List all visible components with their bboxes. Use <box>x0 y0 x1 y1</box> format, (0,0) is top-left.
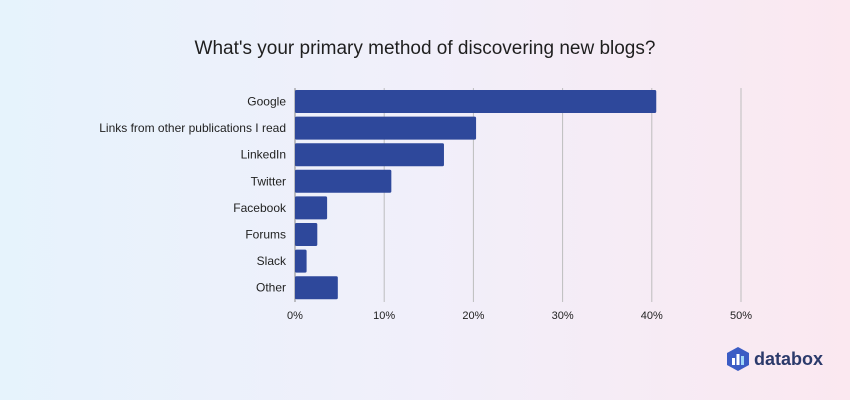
category-label: Forums <box>245 228 286 242</box>
category-label: Twitter <box>251 174 286 188</box>
bar <box>295 143 444 167</box>
bar <box>295 116 477 140</box>
category-label: Facebook <box>233 201 287 215</box>
bars <box>295 90 657 300</box>
x-tick-label: 10% <box>373 310 395 322</box>
category-label: Slack <box>257 254 287 268</box>
bar <box>295 223 318 246</box>
x-tick-label: 0% <box>287 310 303 322</box>
x-tick-label: 50% <box>730 310 752 322</box>
bar <box>295 196 328 220</box>
databox-logo-icon <box>727 347 749 371</box>
category-label: Other <box>256 281 286 295</box>
category-label: Links from other publications I read <box>99 121 286 135</box>
x-tick-label: 20% <box>462 310 484 322</box>
x-tick-label: 40% <box>641 310 663 322</box>
x-tick-labels: 0% 10% 20% 30% 40% 50% <box>287 310 752 322</box>
chart-title: What's your primary method of discoverin… <box>194 38 656 59</box>
bar <box>295 169 392 193</box>
brand-name: databox <box>754 348 824 369</box>
category-label: Google <box>247 95 286 109</box>
bar <box>295 90 657 113</box>
databox-logo: databox <box>727 346 823 372</box>
x-tick-label: 30% <box>552 310 574 322</box>
bar <box>295 249 307 273</box>
gridlines <box>294 88 742 302</box>
category-labels: Google Links from other publications I re… <box>99 95 287 295</box>
category-label: LinkedIn <box>241 148 286 162</box>
bar <box>295 276 338 300</box>
